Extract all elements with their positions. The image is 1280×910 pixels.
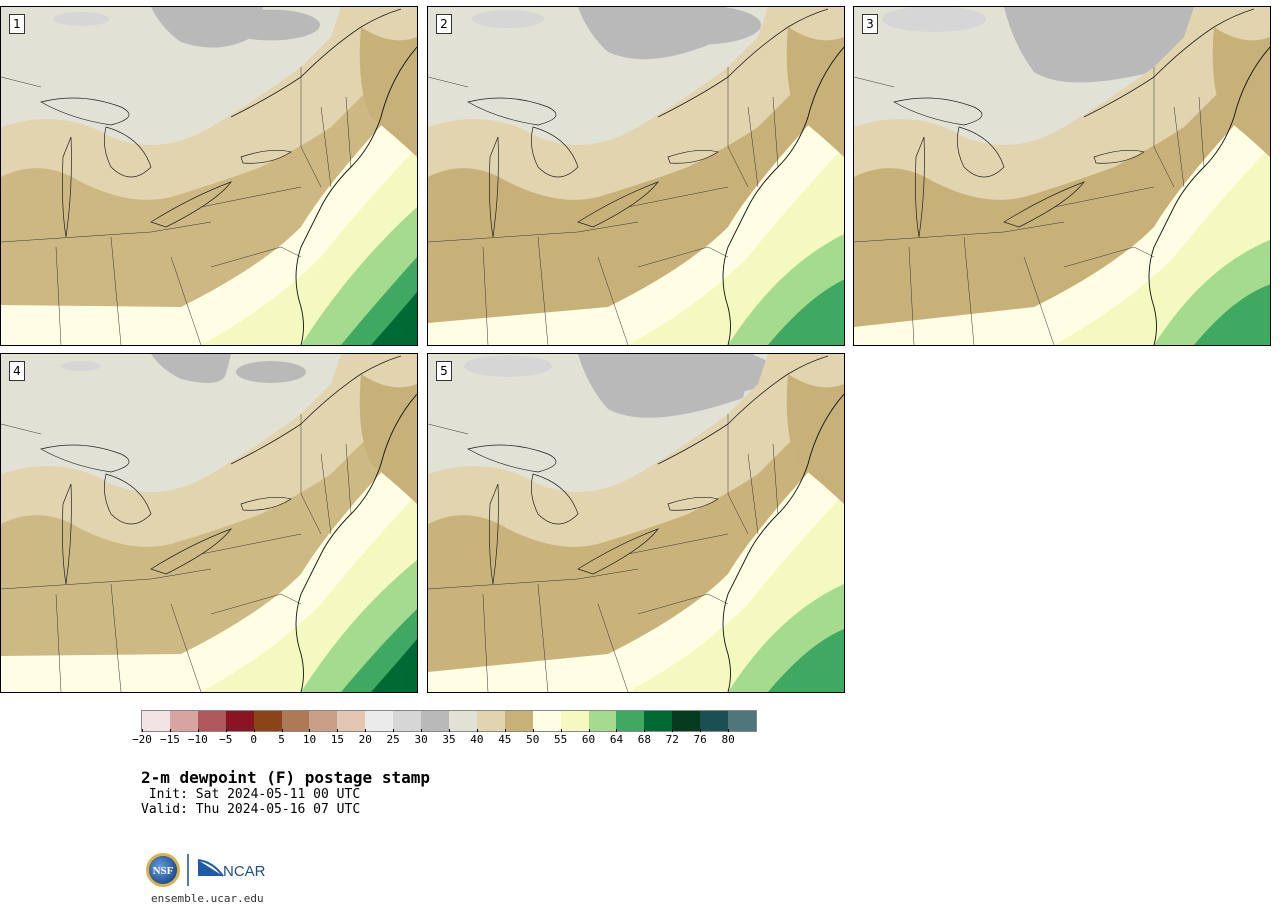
colorbar-tick-label: 40 — [470, 733, 484, 746]
colorbar-tick-label: 55 — [554, 733, 568, 746]
colorbar-tickmark — [253, 729, 255, 732]
logos: NSF NCAR — [145, 852, 275, 892]
colorbar-tick-label: −15 — [159, 733, 180, 746]
colorbar-tickmark — [337, 729, 339, 732]
plot-title: 2-m dewpoint (F) postage stamp — [141, 768, 430, 787]
colorbar-tickmark — [449, 729, 450, 732]
colorbar-tickmark — [281, 729, 283, 732]
colorbar-tick-label: 5 — [278, 733, 285, 746]
nsf-logo-text: NSF — [153, 865, 174, 877]
map-panel-2: 2 — [427, 6, 845, 346]
colorbar-swatch — [253, 711, 282, 731]
colorbar-tick-label: 64 — [609, 733, 624, 746]
colorbar-swatch — [644, 711, 673, 731]
colorbar-tick-label: 20 — [358, 733, 372, 746]
nsf-logo: NSF — [146, 853, 180, 887]
colorbar-swatch — [393, 711, 422, 731]
website-footer: ensemble.ucar.edu — [151, 892, 264, 905]
colorbar-tickmark — [644, 729, 646, 732]
colorbar-swatch — [448, 711, 477, 731]
colorbar-swatch — [337, 711, 366, 731]
panel-number: 1 — [9, 14, 25, 34]
init-time: Init: Sat 2024-05-11 00 UTC — [141, 787, 361, 802]
panel-number: 3 — [862, 14, 878, 34]
map-panel-3: 3 — [853, 6, 1271, 346]
colorbar-swatch — [365, 711, 394, 731]
colorbar-swatch — [421, 711, 449, 731]
colorbar-tickmark — [476, 729, 478, 732]
colorbar-tickmark — [560, 729, 562, 732]
map-panel-5: 5 — [427, 353, 845, 693]
ncar-logo-text: NCAR — [223, 863, 266, 880]
colorbar-swatch — [142, 711, 170, 731]
dewpoint-map — [1, 354, 417, 692]
colorbar-tick-label: 68 — [637, 733, 651, 746]
colorbar-tick-label: −10 — [187, 733, 208, 746]
dewpoint-map — [428, 7, 844, 345]
colorbar-tickmark — [728, 729, 730, 732]
colorbar-swatch — [309, 711, 338, 731]
colorbar-tickmark — [365, 729, 367, 732]
colorbar-tick-label: 30 — [414, 733, 428, 746]
colorbar-tickmark — [169, 729, 171, 732]
colorbar-swatch — [588, 711, 617, 731]
colorbar — [141, 710, 757, 732]
map-panel-4: 4 — [0, 353, 418, 693]
ncar-logo: NCAR — [197, 859, 266, 880]
colorbar-tick-label: 72 — [665, 733, 679, 746]
colorbar-tick-label: 15 — [330, 733, 344, 746]
colorbar-swatch — [616, 711, 645, 731]
colorbar-tick-label: 80 — [721, 733, 735, 746]
dewpoint-map — [854, 7, 1270, 345]
colorbar-tickmark — [309, 729, 311, 732]
colorbar-tickmark — [700, 729, 702, 732]
colorbar-tickmark — [197, 729, 199, 732]
colorbar-tickmark — [393, 729, 395, 732]
panel-number: 4 — [9, 361, 25, 381]
map-panel-1: 1 — [0, 6, 418, 346]
colorbar-swatch — [560, 711, 589, 731]
colorbar-swatch — [225, 711, 254, 731]
colorbar-tickmark — [225, 729, 227, 732]
colorbar-tickmark — [532, 729, 534, 732]
valid-time: Valid: Thu 2024-05-16 07 UTC — [141, 802, 361, 817]
colorbar-tick-label: 60 — [581, 733, 596, 746]
colorbar-swatch — [532, 711, 561, 731]
colorbar-tickmark — [616, 729, 618, 732]
colorbar-swatch — [504, 711, 533, 731]
colorbar-tickmark — [672, 729, 674, 732]
colorbar-tick-label: 50 — [526, 733, 540, 746]
colorbar-tick-label: 0 — [250, 733, 257, 746]
colorbar-tickmark — [588, 729, 590, 732]
colorbar-tick-label: −5 — [219, 733, 233, 746]
colorbar-tick-label: 10 — [302, 733, 317, 746]
colorbar-tickmark — [142, 729, 143, 732]
colorbar-swatch — [197, 711, 226, 731]
colorbar-swatch — [476, 711, 505, 731]
colorbar-tick-label: 25 — [386, 733, 400, 746]
dewpoint-map — [428, 354, 844, 692]
colorbar-tick-label: −20 — [132, 733, 152, 746]
colorbar-swatch — [700, 711, 729, 731]
colorbar-swatch — [169, 711, 198, 731]
title-block: 2-m dewpoint (F) postage stamp Init: Sat… — [141, 768, 430, 817]
colorbar-tick-label: 35 — [442, 733, 456, 746]
colorbar-ticks: −20 −15 −10 −5 0 5 10 15 20 25 30 35 40 45 50 55 60 64 68 7… — [132, 729, 757, 746]
panel-number: 2 — [436, 14, 452, 34]
colorbar-swatch — [672, 711, 701, 731]
colorbar-swatch — [728, 711, 756, 731]
dewpoint-map — [1, 7, 417, 345]
colorbar-swatch — [281, 711, 310, 731]
colorbar-tickmark — [421, 729, 423, 732]
panel-number: 5 — [436, 361, 452, 381]
colorbar-tickmark — [504, 729, 506, 732]
colorbar-tick-label: 45 — [498, 733, 512, 746]
colorbar-tick-label: 76 — [693, 733, 707, 746]
